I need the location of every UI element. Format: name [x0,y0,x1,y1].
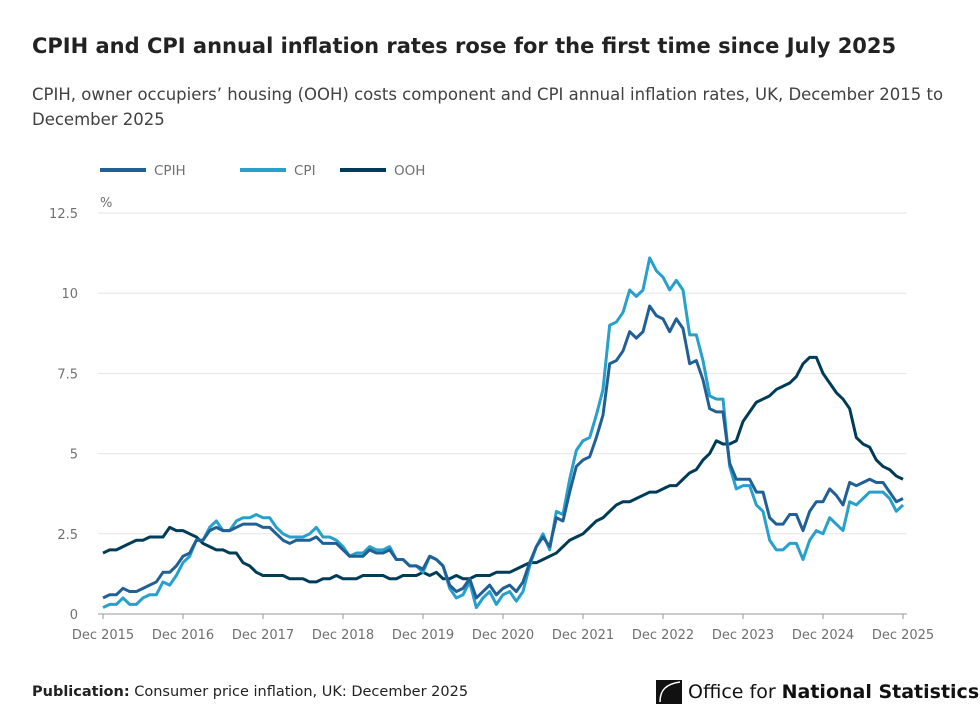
x-tick-label: Dec 2018 [312,628,374,643]
legend-label: OOH [394,163,425,179]
series-line-ooh [102,355,904,584]
x-tick-label: Dec 2021 [552,628,614,643]
legend-label: CPIH [154,163,186,179]
legend-label: CPI [294,163,316,179]
y-tick-label: 0 [70,608,78,623]
series-lines [102,256,905,610]
y-axis-label: % [100,196,112,211]
logo-text-bold: National Statistics [781,681,980,703]
series-line-cpih [102,304,904,600]
publication-link[interactable]: Consumer price inflation, UK: December 2… [134,684,469,700]
ons-logo-icon [656,680,682,704]
x-tick-label: Dec 2016 [152,628,214,643]
series-line-cpi [102,256,905,610]
logo-text-plain: Office for [688,681,776,703]
legend: CPIH CPI OOH [100,163,425,179]
y-tick-label: 7.5 [57,367,78,382]
x-tick-label: Dec 2024 [792,628,854,643]
y-tick-label: 2.5 [57,528,78,543]
x-tick-label: Dec 2022 [632,628,694,643]
x-tick-label: Dec 2025 [872,628,934,643]
y-tick-label: 5 [70,448,78,463]
grid: 0 2.5 5 7.5 10 12.5 [49,207,907,623]
x-axis: Dec 2015 Dec 2016 Dec 2017 Dec 2018 Dec 2019… [72,614,934,643]
y-tick-label: 12.5 [49,207,78,222]
x-tick-label: Dec 2015 [72,628,134,643]
chart-title: CPIH and CPI annual inflation rates rose… [32,34,897,58]
chart-subtitle: CPIH, owner occupiers’ housing (OOH) cos… [32,85,944,129]
ons-logo: Office for National Statistics [656,680,979,704]
publication-footer: Publication: Consumer price inflation, U… [32,684,468,700]
x-tick-label: Dec 2023 [712,628,774,643]
publication-label: Publication: [32,684,130,700]
y-tick-label: 10 [61,287,78,302]
x-tick-label: Dec 2019 [392,628,454,643]
x-tick-label: Dec 2020 [472,628,534,643]
x-tick-label: Dec 2017 [232,628,294,643]
